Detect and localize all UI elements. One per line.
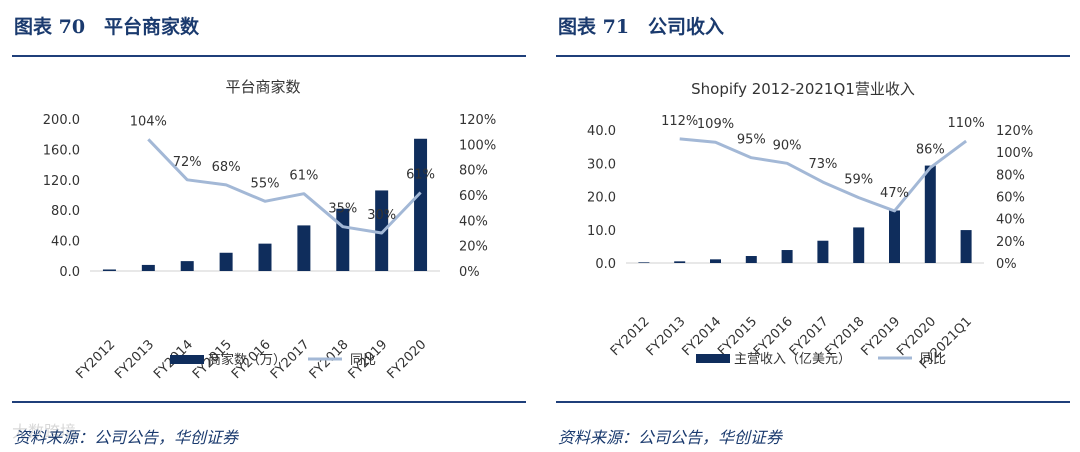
bottom-rule xyxy=(12,401,526,403)
category-label: FY2014 xyxy=(679,314,724,359)
left-axis-tick: 0.0 xyxy=(59,265,80,280)
growth-data-label: 35% xyxy=(328,202,357,217)
category-label: FY2013 xyxy=(112,337,157,382)
growth-data-label: 61% xyxy=(289,169,318,184)
bar-fy2020 xyxy=(414,138,428,271)
figure-title: 图表 70 平台商家数 xyxy=(14,16,200,38)
bar-fy2016 xyxy=(258,243,272,271)
bar-fy2020 xyxy=(924,165,936,263)
left-axis-tick: 40.0 xyxy=(51,235,80,250)
bar-fy2015 xyxy=(745,256,757,263)
right-axis-tick: 20% xyxy=(996,235,1025,250)
legend-line-label: 同比 xyxy=(920,352,946,367)
right-axis-tick: 20% xyxy=(459,240,488,255)
revenue-chart: Shopify 2012-2021Q1营业收入 0.0 10.0 20.0 30.0 40… xyxy=(587,80,1033,372)
bar-fy2019 xyxy=(889,210,900,263)
bar-fy2014 xyxy=(710,259,721,263)
merchant-count-chart: 平台商家数 0.0 40.0 80.0 120.0 160.0 200.0 0% 20% 40% 6… xyxy=(43,78,496,382)
growth-data-label: 30% xyxy=(367,208,396,223)
chart-title: 平台商家数 xyxy=(225,78,300,96)
legend-line-label: 同比 xyxy=(350,353,376,368)
category-label: FY2020 xyxy=(384,337,429,382)
category-label: FY2013 xyxy=(644,314,689,359)
growth-data-label: 112% xyxy=(661,114,698,129)
source-note: 资料来源：公司公告，华创证券 xyxy=(558,428,783,447)
left-axis-tick: 200.0 xyxy=(43,113,80,128)
right-axis-tick: 120% xyxy=(459,113,496,128)
bar-fy2019 xyxy=(375,190,389,271)
bar-fy2018 xyxy=(336,208,350,271)
growth-data-label: 104% xyxy=(130,114,167,129)
growth-data-label: 86% xyxy=(916,143,945,158)
bar-fy2012 xyxy=(638,262,650,263)
left-axis-tick: 20.0 xyxy=(587,191,616,206)
bottom-rule xyxy=(556,401,1070,403)
bar-fy2017 xyxy=(817,240,829,263)
left-axis-tick: 0.0 xyxy=(595,257,616,272)
legend-bar-swatch xyxy=(696,354,730,363)
growth-data-label: 110% xyxy=(948,116,985,131)
figure-title: 图表 71 公司收入 xyxy=(558,16,725,38)
growth-data-label: 68% xyxy=(212,160,241,175)
legend-bar-swatch xyxy=(170,355,204,364)
left-axis-tick: 160.0 xyxy=(43,143,80,158)
legend-bar-label: 主营收入（亿美元） xyxy=(734,352,851,367)
top-rule xyxy=(12,55,526,57)
bar-fy2021q1 xyxy=(960,230,972,263)
bar-fy2014 xyxy=(180,261,194,271)
bar-fy2018 xyxy=(853,227,865,263)
top-rule xyxy=(556,55,1070,57)
right-axis-tick: 80% xyxy=(996,168,1025,183)
right-axis-tick: 80% xyxy=(459,164,488,179)
growth-line xyxy=(679,137,967,213)
growth-data-label: 73% xyxy=(808,157,837,172)
growth-data-label: 47% xyxy=(880,186,909,201)
right-axis-tick: 60% xyxy=(996,191,1025,206)
growth-data-label: 59% xyxy=(844,173,873,188)
bar-fy2013 xyxy=(141,264,155,271)
right-axis-tick: 0% xyxy=(459,265,480,280)
chart-title: Shopify 2012-2021Q1营业收入 xyxy=(691,80,915,98)
figure-70: 图表 70 平台商家数 平台商家数 0.0 40.0 80.0 120.0 160.0 20… xyxy=(12,0,526,452)
left-axis-tick: 120.0 xyxy=(43,174,80,189)
right-axis-tick: 0% xyxy=(996,257,1017,272)
right-axis-tick: 60% xyxy=(459,189,488,204)
watermark: 大数跨境 xyxy=(12,422,77,441)
figure-71: 图表 71 公司收入 Shopify 2012-2021Q1营业收入 0.0 10.… xyxy=(556,0,1070,452)
growth-data-label: 72% xyxy=(173,155,202,170)
right-axis-tick: 40% xyxy=(996,213,1025,228)
growth-data-label: 95% xyxy=(737,133,766,148)
right-axis-tick: 120% xyxy=(996,124,1033,139)
legend-bar-label: 商家数（万） xyxy=(208,352,286,368)
bar-fy2017 xyxy=(297,225,311,271)
category-label: FY2012 xyxy=(73,337,118,382)
left-axis-tick: 30.0 xyxy=(587,157,616,172)
right-axis-tick: 100% xyxy=(996,146,1033,161)
source-note: 资料来源：公司公告，华创证券 xyxy=(14,428,239,447)
bar-fy2015 xyxy=(219,252,233,271)
left-axis-tick: 10.0 xyxy=(587,224,616,239)
growth-data-label: 90% xyxy=(773,138,802,153)
category-label: FY2019 xyxy=(858,314,903,359)
bar-fy2013 xyxy=(674,261,686,263)
right-axis-tick: 40% xyxy=(459,214,488,229)
category-label: FY2012 xyxy=(608,314,653,359)
growth-data-label: 109% xyxy=(697,117,734,132)
left-axis-tick: 80.0 xyxy=(51,204,80,219)
right-axis-tick: 100% xyxy=(459,138,496,153)
bar-fy2012 xyxy=(102,269,116,271)
left-axis-tick: 40.0 xyxy=(587,124,616,139)
bar-fy2016 xyxy=(781,250,793,263)
growth-line xyxy=(147,138,422,235)
growth-data-label: 61% xyxy=(406,167,435,182)
growth-data-label: 55% xyxy=(251,176,280,191)
